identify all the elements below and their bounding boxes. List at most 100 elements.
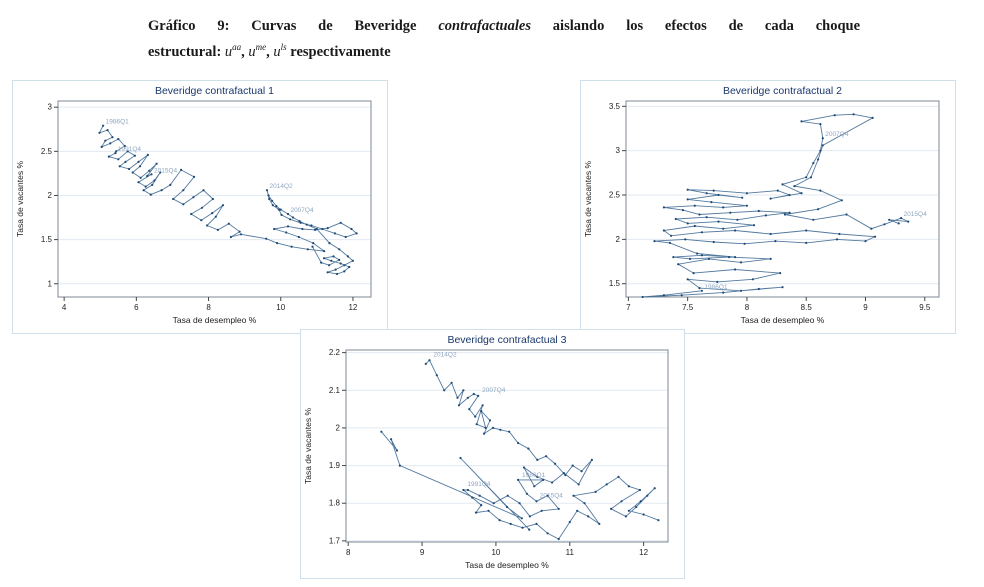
data-point [457, 404, 461, 407]
data-point [686, 278, 689, 281]
x-tick-label: 7 [626, 303, 631, 312]
chart-title: Beveridge contrafactual 1 [155, 85, 274, 97]
data-point [800, 192, 803, 195]
data-point [487, 509, 490, 512]
data-point [681, 209, 684, 212]
data-point [480, 504, 483, 507]
figure-caption-line2: estructural: uaa, ume, uls respectivamen… [148, 37, 860, 63]
data-point [506, 494, 509, 497]
quarter-annotation: 2007Q4 [825, 131, 849, 138]
data-point [286, 225, 290, 228]
data-point [693, 224, 696, 228]
data-point [698, 213, 701, 216]
data-point [100, 145, 103, 148]
data-point [821, 144, 824, 147]
data-point [285, 231, 288, 234]
data-point [657, 519, 660, 522]
data-point [635, 505, 638, 509]
beveridge-chart-2: Beveridge contrafactual 2 1.5 2 2.5 3 3.5 7 7.5… [583, 85, 940, 325]
shock-term-ls: uls [273, 42, 287, 60]
data-series [424, 359, 660, 541]
data-point [783, 213, 786, 216]
data-point [128, 167, 131, 171]
data-point [326, 227, 329, 230]
data-point [330, 259, 333, 262]
caption-line2-pre: estructural: [148, 43, 222, 60]
data-point [583, 502, 586, 505]
data-point [577, 483, 580, 486]
data-point [781, 286, 784, 289]
series-line [642, 113, 909, 298]
data-point [833, 114, 836, 117]
data-point [734, 229, 737, 232]
data-point [705, 216, 708, 219]
figure-caption: Gráfico 9: Curvas de Beveridge contrafac… [148, 16, 860, 63]
data-point [180, 168, 183, 171]
chart-title: Beveridge contrafactual 2 [723, 85, 842, 97]
data-point [707, 257, 711, 260]
data-point [206, 224, 209, 227]
term-sep-1: , [241, 43, 249, 60]
quarter-annotation: 2014Q2 [433, 351, 457, 358]
data-point [653, 240, 656, 243]
data-point [306, 248, 309, 251]
data-point [211, 197, 214, 201]
data-point [338, 248, 341, 251]
data-point [291, 216, 295, 219]
data-point [712, 189, 715, 192]
data-point [662, 206, 665, 209]
x-tick-label: 9 [420, 548, 425, 557]
data-point [805, 229, 808, 232]
data-point [118, 165, 121, 168]
data-point [428, 359, 431, 362]
data-point [752, 224, 756, 227]
data-point [299, 221, 302, 224]
caption-text-post: aislando los efectos de cada choque [552, 18, 861, 34]
data-point [395, 449, 399, 452]
y-tick-label: 1.5 [41, 235, 53, 244]
data-point [653, 487, 656, 490]
x-axis: 4 6 8 10 12 [62, 297, 358, 312]
beveridge-chart-3: Beveridge contrafactual 3 1.7 1.8 1.9 2 2.1 2.… [303, 334, 669, 570]
x-tick-label: 9 [863, 303, 868, 312]
y-tick-label: 1.8 [329, 499, 341, 508]
beveridge-chart-panel-2: Beveridge contrafactual 2 1.5 2 2.5 3 3.5 7 7.5… [580, 80, 956, 334]
data-point [572, 494, 575, 497]
data-point [739, 261, 743, 264]
data-point [598, 522, 601, 525]
quarter-annotation: 2007Q4 [290, 207, 314, 214]
data-point [809, 176, 813, 179]
data-point [781, 183, 784, 186]
data-point [277, 208, 280, 211]
data-point [562, 472, 565, 475]
data-point [149, 193, 152, 196]
data-point [321, 227, 324, 231]
data-point [769, 257, 772, 260]
data-point [509, 522, 512, 525]
data-point [104, 139, 107, 142]
data-point [662, 294, 665, 297]
data-point [146, 153, 149, 156]
data-point [729, 211, 732, 214]
data-point [305, 223, 308, 226]
data-point [788, 211, 791, 214]
data-point [536, 458, 539, 461]
y-tick-label: 1 [48, 279, 53, 288]
quarter-annotation: 1986Q1 [522, 472, 546, 479]
data-point [705, 192, 708, 195]
data-point [124, 160, 127, 163]
data-point [870, 227, 873, 230]
x-tick-label: 8 [745, 303, 750, 312]
data-point [745, 204, 748, 207]
y-axis: 1.5 2 2.5 3 3.5 [609, 102, 626, 288]
data-point [505, 505, 509, 509]
data-point [741, 196, 744, 199]
data-point [838, 232, 841, 236]
x-tick-label: 11 [566, 548, 575, 557]
data-point [525, 492, 528, 495]
data-point [668, 241, 671, 244]
data-point [106, 129, 109, 132]
data-point [627, 509, 630, 512]
data-point [142, 189, 145, 192]
